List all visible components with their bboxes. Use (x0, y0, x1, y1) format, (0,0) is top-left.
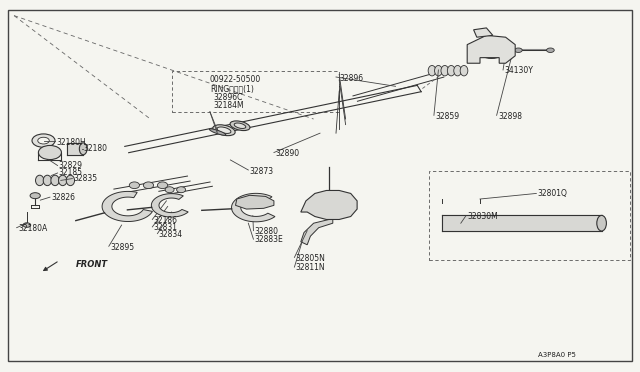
Text: 32826: 32826 (51, 193, 76, 202)
Circle shape (32, 134, 55, 147)
Circle shape (316, 198, 342, 212)
Text: 32835: 32835 (74, 174, 98, 183)
Polygon shape (102, 192, 152, 221)
Ellipse shape (435, 65, 442, 76)
Text: A3P8A0 P5: A3P8A0 P5 (538, 352, 575, 358)
Text: 32898: 32898 (498, 112, 522, 121)
Circle shape (477, 42, 506, 58)
Text: 32834: 32834 (159, 230, 183, 239)
Text: 32185: 32185 (59, 169, 83, 177)
Text: 32896C: 32896C (213, 93, 243, 102)
Text: 32831: 32831 (154, 223, 178, 232)
Text: 32873: 32873 (250, 167, 274, 176)
Ellipse shape (79, 143, 87, 155)
Ellipse shape (213, 125, 235, 136)
Text: 32830M: 32830M (467, 212, 498, 221)
Polygon shape (301, 190, 357, 219)
Ellipse shape (59, 175, 67, 186)
Text: 32180H: 32180H (56, 138, 86, 147)
Ellipse shape (441, 65, 449, 76)
Ellipse shape (51, 175, 59, 186)
Ellipse shape (129, 182, 140, 189)
Circle shape (23, 223, 31, 227)
Ellipse shape (447, 65, 455, 76)
Circle shape (246, 197, 264, 208)
Ellipse shape (596, 215, 606, 231)
Polygon shape (152, 194, 188, 217)
Ellipse shape (35, 175, 44, 186)
Ellipse shape (143, 182, 154, 189)
Polygon shape (301, 219, 333, 245)
Bar (172, 71, 339, 112)
Circle shape (515, 48, 522, 52)
Ellipse shape (177, 187, 186, 193)
Ellipse shape (67, 175, 74, 186)
Polygon shape (467, 35, 515, 63)
Polygon shape (442, 215, 602, 231)
Text: 32186: 32186 (154, 216, 178, 225)
Text: 32880: 32880 (255, 227, 279, 236)
Ellipse shape (44, 175, 51, 186)
Ellipse shape (234, 123, 246, 128)
Ellipse shape (460, 65, 468, 76)
Text: 34130Y: 34130Y (504, 66, 533, 75)
Ellipse shape (157, 182, 168, 189)
Text: 32811N: 32811N (296, 263, 325, 272)
Ellipse shape (217, 127, 231, 134)
Text: 32896: 32896 (339, 74, 364, 83)
Polygon shape (159, 182, 212, 196)
Ellipse shape (428, 65, 436, 76)
Text: 00922-50500: 00922-50500 (210, 76, 261, 84)
Ellipse shape (38, 145, 61, 160)
Circle shape (547, 48, 554, 52)
Circle shape (484, 46, 499, 55)
Text: 32883E: 32883E (255, 235, 284, 244)
Text: 32859: 32859 (435, 112, 460, 121)
Text: 32805N: 32805N (296, 254, 326, 263)
Text: RINGリング(1): RINGリング(1) (210, 85, 254, 94)
Text: 32184M: 32184M (213, 101, 244, 110)
Ellipse shape (209, 129, 226, 135)
Text: 32895: 32895 (110, 243, 134, 252)
Polygon shape (31, 205, 39, 208)
Text: 32180: 32180 (83, 144, 108, 153)
Circle shape (38, 137, 49, 144)
Ellipse shape (230, 121, 250, 131)
Ellipse shape (454, 65, 461, 76)
Polygon shape (353, 72, 444, 101)
Polygon shape (232, 193, 275, 222)
Text: FRONT: FRONT (76, 260, 108, 269)
Circle shape (30, 193, 40, 199)
Bar (429, 171, 630, 260)
Text: 32180A: 32180A (18, 224, 47, 233)
Ellipse shape (165, 187, 174, 193)
Polygon shape (236, 195, 274, 209)
Polygon shape (474, 28, 493, 37)
Polygon shape (114, 176, 190, 194)
Polygon shape (38, 153, 61, 160)
Text: 32801Q: 32801Q (538, 189, 568, 198)
Text: 32890: 32890 (275, 149, 300, 158)
Polygon shape (67, 143, 83, 155)
Polygon shape (125, 86, 421, 153)
Text: 32829: 32829 (59, 161, 83, 170)
